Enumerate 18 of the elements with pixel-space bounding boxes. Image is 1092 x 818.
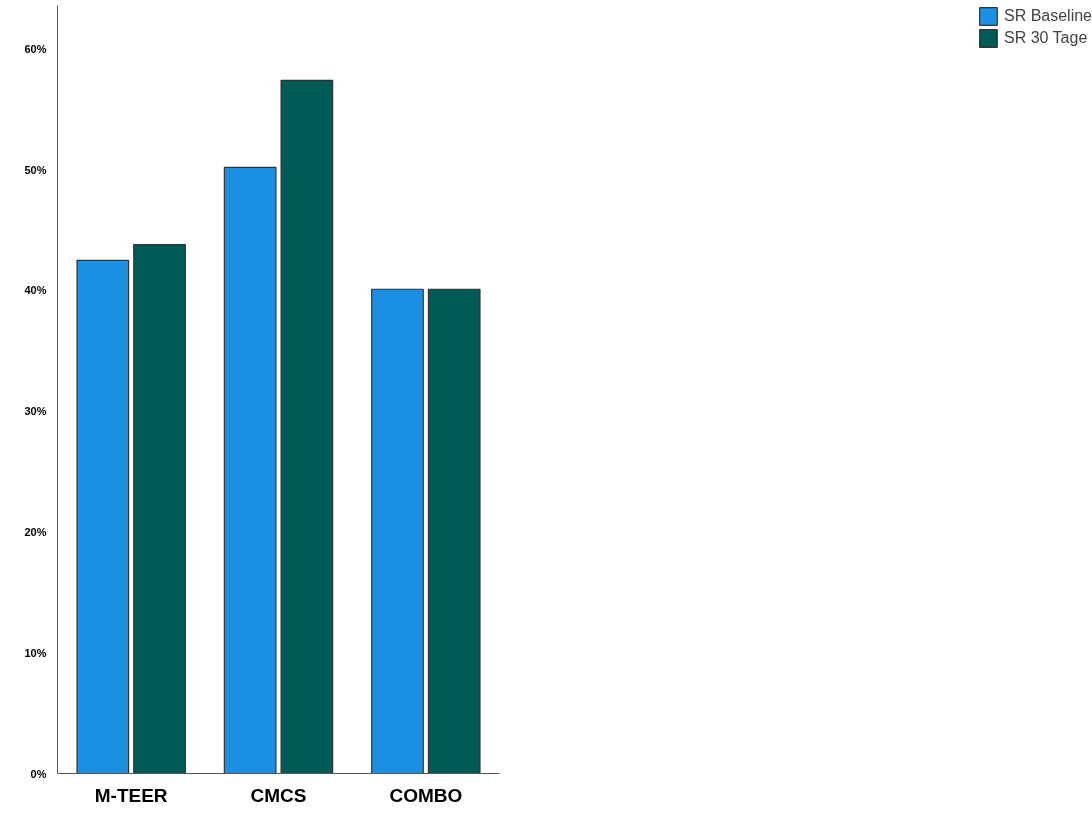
x-tick-label: COMBO	[389, 784, 463, 806]
y-tick-label: 10%	[24, 646, 47, 659]
y-tick-label: 60%	[24, 42, 47, 55]
legend-label: SR Baseline	[1003, 7, 1092, 25]
y-tick-label: 30%	[24, 405, 47, 418]
bar	[223, 166, 277, 774]
x-tick-label: M-TEER	[94, 784, 168, 806]
bar	[427, 288, 481, 774]
y-tick-label: 50%	[24, 163, 47, 176]
bar	[76, 259, 130, 774]
bar	[133, 243, 186, 774]
y-tick-label: 0%	[30, 767, 47, 780]
bar	[371, 288, 424, 774]
bar	[280, 79, 334, 774]
legend-label: SR 30 Tage	[1003, 29, 1088, 47]
y-tick-label: 20%	[24, 525, 47, 538]
y-tick-label: 40%	[24, 284, 47, 297]
x-tick-label: CMCS	[250, 784, 307, 806]
